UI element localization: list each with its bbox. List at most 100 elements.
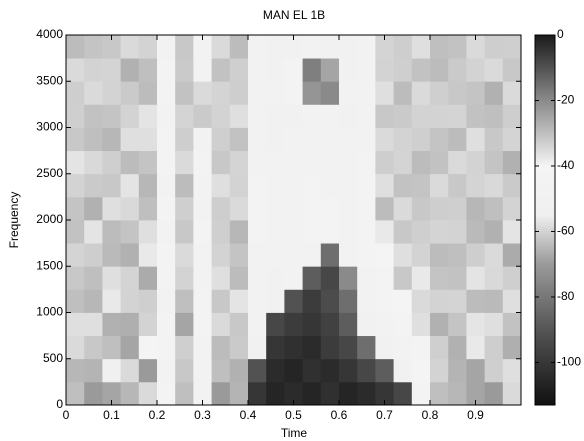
x-tick-label: 0.6 bbox=[331, 408, 348, 422]
heatmap-cell bbox=[430, 35, 449, 59]
heatmap-cell bbox=[211, 289, 231, 313]
heatmap-cell bbox=[430, 58, 449, 82]
colorbar bbox=[534, 34, 556, 406]
heatmap-cell bbox=[502, 312, 522, 337]
heatmap-cell bbox=[229, 312, 249, 337]
heatmap-cell bbox=[66, 266, 85, 290]
heatmap-cell bbox=[357, 266, 376, 290]
heatmap-cell bbox=[157, 220, 176, 244]
heatmap-cell bbox=[466, 358, 485, 383]
heatmap-cell bbox=[193, 220, 212, 244]
heatmap-cell bbox=[193, 196, 212, 221]
heatmap-cell bbox=[102, 127, 121, 152]
heatmap-cell bbox=[102, 104, 121, 128]
heatmap-cell bbox=[502, 196, 522, 221]
heatmap-cell bbox=[339, 381, 358, 406]
heatmap-cell bbox=[466, 335, 485, 360]
heatmap-cell bbox=[138, 150, 158, 175]
heatmap-cell bbox=[502, 220, 522, 244]
heatmap-cell bbox=[248, 58, 267, 82]
heatmap-cell bbox=[175, 312, 194, 337]
heatmap-cell bbox=[248, 335, 267, 360]
heatmap-cell bbox=[211, 196, 231, 221]
heatmap-cell bbox=[102, 58, 121, 82]
heatmap-cell bbox=[484, 266, 504, 290]
heatmap-cell bbox=[411, 58, 431, 82]
heatmap-cell bbox=[102, 289, 121, 313]
heatmap-cell bbox=[175, 358, 194, 383]
heatmap-cell bbox=[102, 220, 121, 244]
heatmap-cell bbox=[320, 289, 340, 313]
x-axis-label: Time bbox=[281, 426, 308, 440]
heatmap-cell bbox=[248, 266, 267, 290]
heatmap-cell bbox=[266, 243, 285, 267]
heatmap-cell bbox=[411, 358, 431, 383]
heatmap-cell bbox=[393, 173, 413, 198]
chart-title: MAN EL 1B bbox=[263, 8, 325, 22]
heatmap-cell bbox=[448, 312, 467, 337]
heatmap-cell bbox=[302, 243, 322, 267]
heatmap-cell bbox=[229, 150, 249, 175]
heatmap-cell bbox=[175, 104, 194, 128]
heatmap-cell bbox=[339, 312, 358, 337]
y-tick-label: 3500 bbox=[36, 73, 63, 87]
heatmap-cell bbox=[193, 243, 212, 267]
heatmap-cell bbox=[138, 381, 158, 406]
heatmap-cell bbox=[84, 358, 103, 383]
heatmap-cell bbox=[320, 381, 340, 406]
heatmap-cell bbox=[284, 150, 303, 175]
heatmap-cell bbox=[302, 58, 322, 82]
heatmap-cell bbox=[357, 312, 376, 337]
heatmap-cell bbox=[302, 173, 322, 198]
heatmap-cell bbox=[448, 381, 467, 406]
heatmap-cell bbox=[430, 335, 449, 360]
heatmap-cell bbox=[84, 266, 103, 290]
heatmap-cell bbox=[411, 127, 431, 152]
heatmap-cell bbox=[339, 81, 358, 105]
y-tick-label: 0 bbox=[56, 397, 63, 411]
heatmap-cell bbox=[448, 104, 467, 128]
heatmap-cell bbox=[466, 173, 485, 198]
heatmap-cell bbox=[284, 127, 303, 152]
heatmap-cell bbox=[157, 127, 176, 152]
heatmap-cell bbox=[430, 358, 449, 383]
heatmap-cell bbox=[211, 35, 231, 59]
heatmap-cell bbox=[266, 358, 285, 383]
heatmap-cell bbox=[193, 381, 212, 406]
y-tick-label: 1000 bbox=[36, 305, 63, 319]
heatmap-cell bbox=[266, 81, 285, 105]
heatmap-cell bbox=[157, 173, 176, 198]
heatmap-cell bbox=[466, 220, 485, 244]
heatmap-cell bbox=[229, 127, 249, 152]
heatmap-cell bbox=[502, 358, 522, 383]
heatmap-cell bbox=[339, 150, 358, 175]
heatmap-cell bbox=[302, 335, 322, 360]
heatmap-cell bbox=[375, 335, 394, 360]
heatmap-cell bbox=[229, 358, 249, 383]
heatmap-cell bbox=[502, 335, 522, 360]
heatmap-cell bbox=[320, 104, 340, 128]
heatmap-cell bbox=[248, 127, 267, 152]
heatmap-cell bbox=[84, 381, 103, 406]
heatmap-cell bbox=[448, 243, 467, 267]
y-tick-label: 500 bbox=[43, 351, 63, 365]
heatmap-cell bbox=[448, 220, 467, 244]
heatmap-cell bbox=[211, 81, 231, 105]
heatmap-cell bbox=[284, 220, 303, 244]
heatmap-cell bbox=[229, 335, 249, 360]
heatmap-cell bbox=[102, 35, 121, 59]
heatmap-cell bbox=[411, 104, 431, 128]
x-tick-label: 0.7 bbox=[376, 408, 393, 422]
heatmap-cell bbox=[484, 150, 504, 175]
heatmap-cell bbox=[448, 335, 467, 360]
heatmap-cell bbox=[120, 220, 140, 244]
heatmap-cell bbox=[466, 381, 485, 406]
heatmap-cell bbox=[502, 81, 522, 105]
heatmap-cell bbox=[229, 35, 249, 59]
heatmap-cell bbox=[266, 335, 285, 360]
heatmap-cell bbox=[120, 35, 140, 59]
heatmap-cell bbox=[466, 58, 485, 82]
heatmap-cell bbox=[120, 173, 140, 198]
heatmap-cell bbox=[138, 81, 158, 105]
heatmap-cell bbox=[102, 243, 121, 267]
